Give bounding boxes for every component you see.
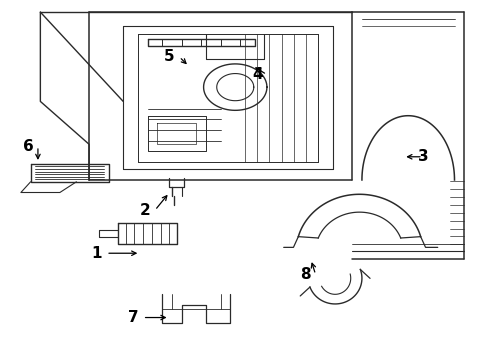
Text: 2: 2 [140,203,150,218]
Text: 4: 4 [252,67,263,82]
Text: 5: 5 [164,49,175,64]
Text: 8: 8 [300,267,311,282]
Text: 3: 3 [417,149,428,164]
Text: 6: 6 [23,139,33,154]
Text: 7: 7 [127,310,138,325]
Text: 1: 1 [91,246,101,261]
